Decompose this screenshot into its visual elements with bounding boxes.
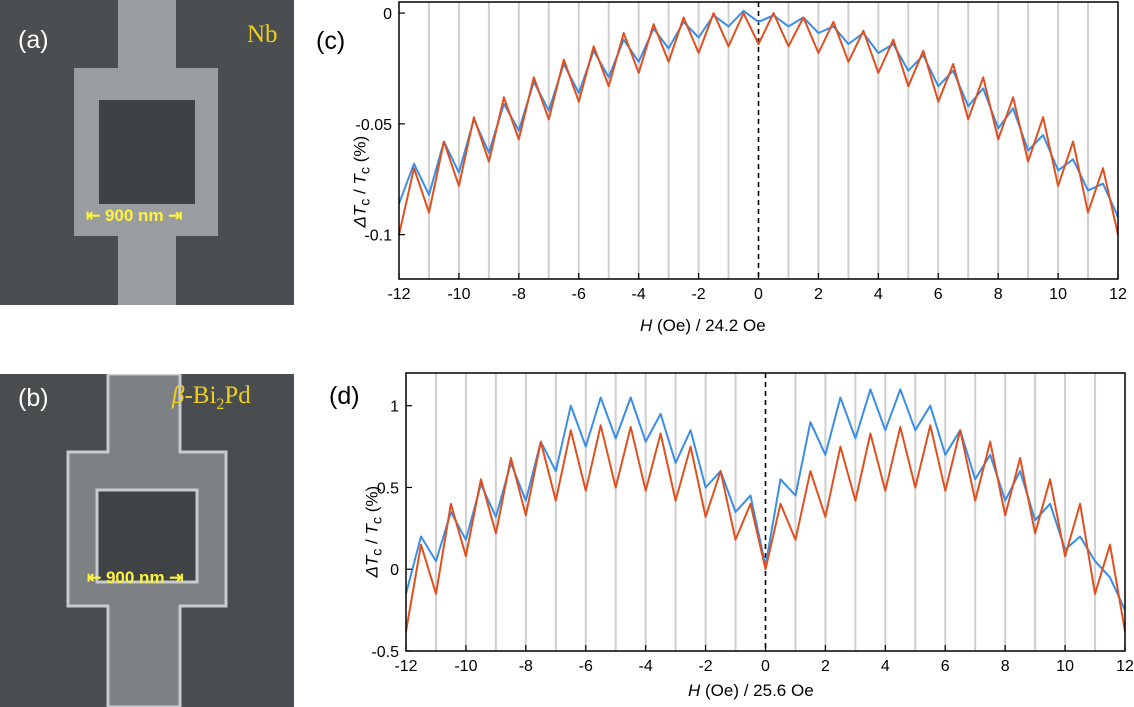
sem-ring-drawing-a	[0, 0, 294, 305]
x-tick-label-d: -6	[579, 658, 593, 675]
material-suffix: Pd	[224, 382, 251, 409]
y-sub2-c: c	[357, 167, 374, 175]
material-main: -Bi	[184, 382, 217, 409]
x-tick-label-c: -10	[447, 286, 470, 303]
material-label-nb: Nb	[247, 21, 278, 48]
scale-bar-b: ⇤ 900 nm ⇥	[87, 568, 184, 587]
x-tick-label-c: -12	[387, 286, 410, 303]
y-var2-d: T	[362, 524, 382, 535]
x-tick-label-d: 8	[1001, 658, 1010, 675]
x-tick-label-c: -8	[512, 286, 526, 303]
x-tick-label-d: 12	[1116, 658, 1134, 675]
x-tick-label-d: -2	[698, 658, 712, 675]
y-unit-d: (%)	[362, 485, 382, 518]
x-tick-label-c: 10	[1049, 286, 1067, 303]
x-tick-label-d: 0	[761, 658, 770, 675]
y-tick-label-d: -0.5	[371, 644, 399, 661]
y-tick-label-d: 0	[390, 562, 399, 579]
y-unit-c: (%)	[350, 135, 370, 168]
x-tick-label-d: -12	[394, 658, 417, 675]
material-prefix: β	[172, 382, 185, 409]
x-unit-c: (Oe) / 24.2 Oe	[652, 316, 766, 335]
material-sub: 2	[216, 396, 225, 413]
series-model-line-d	[405, 424, 1126, 632]
x-tick-label-c: -2	[691, 286, 705, 303]
sem-image-nb: (a) Nb ⇤ 900 nm ⇥	[0, 0, 294, 305]
y-tick-label-c: 0	[383, 6, 392, 23]
plot-frame-d	[405, 372, 1126, 652]
x-tick-label-c: 2	[814, 286, 823, 303]
x-tick-label-c: 0	[754, 286, 763, 303]
y-var2-c: T	[350, 174, 370, 185]
y-mid-d: /	[362, 534, 382, 549]
plot-frame-c	[398, 1, 1119, 280]
x-tick-label-d: 6	[941, 658, 950, 675]
x-tick-label-c: -4	[632, 286, 646, 303]
x-tick-label-d: -4	[639, 658, 653, 675]
panel-tag-c: (c)	[316, 27, 346, 55]
y-var-d: ΔT	[362, 555, 382, 578]
x-var-c: H	[640, 316, 653, 335]
y-sub2-d: c	[369, 517, 386, 525]
series-experiment-line-d	[405, 388, 1126, 611]
y-var-c: ΔT	[350, 205, 370, 228]
panel-tag-b: (b)	[18, 384, 49, 412]
x-tick-label-c: 8	[994, 286, 1003, 303]
sem-ring-drawing-b	[0, 374, 294, 707]
sem-image-bi2pd: (b) β-Bi2Pd ⇤ 900 nm ⇥	[0, 374, 294, 707]
y-sub-d: c	[369, 548, 386, 556]
x-var-d: H	[688, 681, 701, 700]
material-label-bi2pd: β-Bi2Pd	[172, 382, 251, 414]
x-axis-title-c: H (Oe) / 24.2 Oe	[640, 316, 766, 336]
x-unit-d: (Oe) / 25.6 Oe	[700, 681, 814, 700]
y-axis-title-d: ΔTc / Tc (%)	[362, 432, 385, 632]
x-tick-label-d: 2	[821, 658, 830, 675]
x-tick-label-c: -6	[572, 286, 586, 303]
series-experiment-line-c	[398, 9, 1119, 218]
panel-tag-a: (a)	[18, 26, 49, 54]
x-tick-label-d: -8	[519, 658, 533, 675]
y-axis-title-c: ΔTc / Tc (%)	[350, 82, 373, 282]
x-tick-label-d: 4	[881, 658, 890, 675]
x-tick-label-d: 10	[1056, 658, 1074, 675]
x-tick-label-c: 6	[934, 286, 943, 303]
x-tick-label-c: 12	[1109, 286, 1127, 303]
x-tick-label-d: -10	[454, 658, 477, 675]
scale-bar-label-b: 900 nm	[105, 568, 165, 587]
scale-bar-label-a: 900 nm	[104, 206, 164, 225]
x-tick-label-c: 4	[874, 286, 883, 303]
series-model-line-c	[398, 12, 1119, 235]
x-axis-title-d: H (Oe) / 25.6 Oe	[688, 681, 814, 701]
panel-tag-d: (d)	[329, 382, 360, 410]
y-tick-label-d: 1	[390, 399, 399, 416]
scale-bar-a: ⇤ 900 nm ⇥	[86, 206, 183, 225]
y-sub-c: c	[357, 198, 374, 206]
y-mid-c: /	[350, 184, 370, 199]
